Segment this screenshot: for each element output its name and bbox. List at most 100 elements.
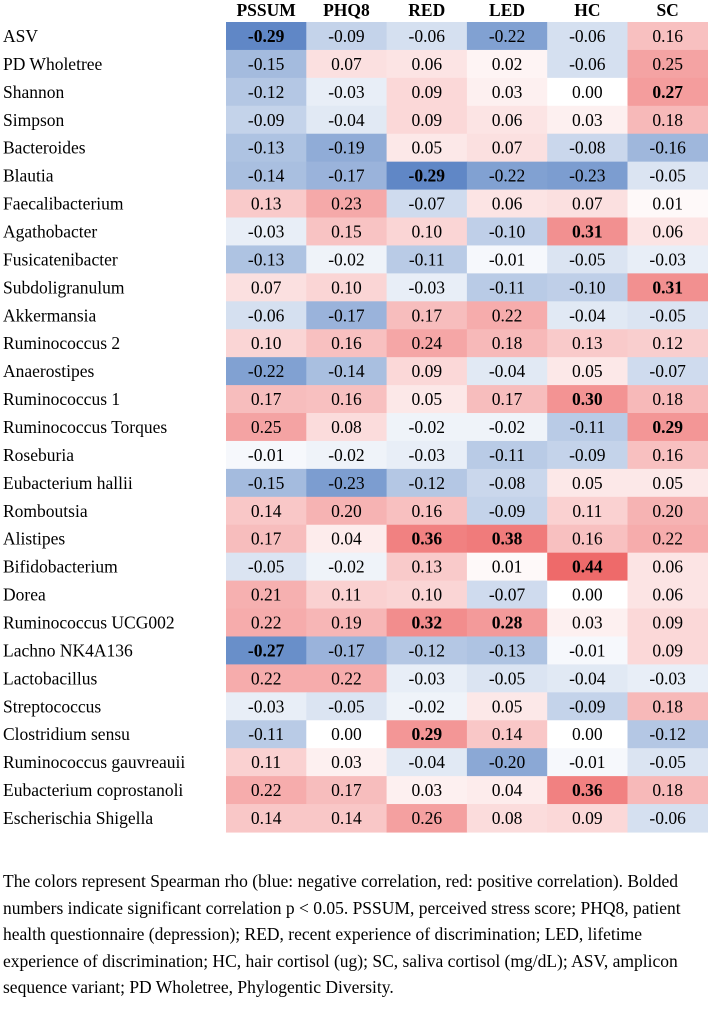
heatmap-cell xyxy=(627,552,708,582)
cell-value: 0.29 xyxy=(652,417,683,437)
cell-value: 0.27 xyxy=(652,82,683,102)
cell-value: 0.06 xyxy=(652,221,683,241)
cell-value: 0.10 xyxy=(251,333,282,353)
cell-value: 0.13 xyxy=(251,194,282,214)
cell-value: 0.14 xyxy=(251,808,282,828)
cell-value: -0.09 xyxy=(248,110,285,130)
heatmap-cell xyxy=(627,301,708,330)
cell-value: -0.06 xyxy=(409,26,446,46)
cell-value: -0.08 xyxy=(489,473,526,493)
heatmap-cell xyxy=(386,189,468,219)
heatmap-cell xyxy=(386,440,468,470)
heatmap-cell xyxy=(466,77,548,107)
heatmap-cell xyxy=(386,776,468,805)
heatmap-cell xyxy=(386,664,468,693)
heatmap-cell xyxy=(226,49,307,79)
cell-value: -0.12 xyxy=(649,724,685,744)
cell-value: -0.05 xyxy=(489,668,526,688)
cell-value: 0.09 xyxy=(652,612,683,632)
cell-value: 0.08 xyxy=(331,417,362,437)
cell-value: 0.18 xyxy=(652,110,683,130)
cell-value: 0.13 xyxy=(572,333,603,353)
cell-value: 0.03 xyxy=(331,752,362,772)
heatmap-cell xyxy=(306,385,388,414)
heatmap-cell xyxy=(547,22,629,51)
cell-value: 0.18 xyxy=(652,780,683,800)
cell-value: -0.01 xyxy=(569,640,605,660)
row-label-lachno-nk4a136: Lachno NK4A136 xyxy=(3,640,133,660)
cell-value: -0.03 xyxy=(248,696,285,716)
heatmap-cell xyxy=(547,273,629,302)
cell-value: -0.06 xyxy=(248,305,285,325)
row-label-simpson: Simpson xyxy=(3,110,65,130)
heatmap-cell xyxy=(466,273,548,302)
heatmap-cell xyxy=(466,692,548,721)
cell-value: 0.22 xyxy=(652,529,683,549)
heatmap-cell xyxy=(466,133,548,163)
row-label-roseburia: Roseburia xyxy=(3,445,74,465)
heatmap-cell xyxy=(547,552,629,582)
heatmap-cell xyxy=(226,22,307,51)
heatmap-cell xyxy=(547,385,629,414)
heatmap-cell xyxy=(386,245,468,274)
cell-value: -0.09 xyxy=(569,445,606,465)
cell-value: 0.16 xyxy=(652,26,683,46)
row-label-ruminococcus-ucg002: Ruminococcus UCG002 xyxy=(3,612,175,632)
heatmap-cell xyxy=(386,329,468,358)
heatmap-cell xyxy=(627,664,708,693)
heatmap-cell xyxy=(627,413,708,442)
heatmap-cell xyxy=(386,636,468,665)
heatmap-cell xyxy=(226,636,307,665)
cell-value: -0.03 xyxy=(409,445,446,465)
row-label-escherischia-shigella: Escherischia Shigella xyxy=(3,808,153,828)
heatmap-cell xyxy=(627,329,708,358)
cell-value: 0.25 xyxy=(652,54,683,74)
cell-value: 0.12 xyxy=(652,333,683,353)
cell-value: 0.05 xyxy=(411,389,442,409)
heatmap-cell xyxy=(386,524,468,554)
heatmap-cell xyxy=(627,245,708,274)
row-label-dorea: Dorea xyxy=(3,585,46,605)
heatmap-cell xyxy=(627,720,708,749)
heatmap-cell xyxy=(306,357,388,386)
cell-value: 0.26 xyxy=(411,808,442,828)
row-label-subdoligranulum: Subdoligranulum xyxy=(3,277,125,297)
heatmap-cell xyxy=(226,133,307,163)
cell-value: -0.15 xyxy=(248,54,285,74)
cell-value: 0.03 xyxy=(572,612,603,632)
cell-value: -0.11 xyxy=(569,417,605,437)
heatmap-cell xyxy=(547,720,629,749)
heatmap-cell xyxy=(386,496,468,526)
heatmap-cell xyxy=(627,804,708,833)
cell-value: 0.01 xyxy=(492,557,523,577)
heatmap-cell xyxy=(306,105,388,135)
cell-value: 0.44 xyxy=(572,557,603,577)
cell-value: -0.10 xyxy=(569,277,606,297)
heatmap-cell xyxy=(306,189,388,219)
cell-value: 0.05 xyxy=(572,361,603,381)
cell-value: -0.04 xyxy=(328,110,365,130)
heatmap-cell xyxy=(547,133,629,163)
heatmap-cell xyxy=(386,692,468,721)
cell-value: -0.02 xyxy=(409,696,445,716)
cell-value: 0.07 xyxy=(251,277,282,297)
cell-value: 0.07 xyxy=(331,54,362,74)
heatmap-cell xyxy=(226,357,307,386)
heatmap-cell xyxy=(627,385,708,414)
heatmap-cell xyxy=(226,720,307,749)
heatmap-cell xyxy=(226,217,307,247)
cell-value: 0.02 xyxy=(492,54,523,74)
cell-value: -0.06 xyxy=(569,26,606,46)
heatmap-cell xyxy=(466,552,548,582)
cell-value: 0.11 xyxy=(251,752,281,772)
heatmap-cell xyxy=(466,608,548,638)
cell-value: 0.07 xyxy=(492,138,523,158)
heatmap-cell xyxy=(627,105,708,135)
cell-value: 0.10 xyxy=(331,277,362,297)
cell-value: 0.00 xyxy=(331,724,362,744)
heatmap-cell xyxy=(306,217,388,247)
heatmap-cell xyxy=(306,245,388,274)
row-label-asv: ASV xyxy=(3,26,38,46)
heatmap-cell xyxy=(627,468,708,498)
cell-value: 0.11 xyxy=(572,501,602,521)
